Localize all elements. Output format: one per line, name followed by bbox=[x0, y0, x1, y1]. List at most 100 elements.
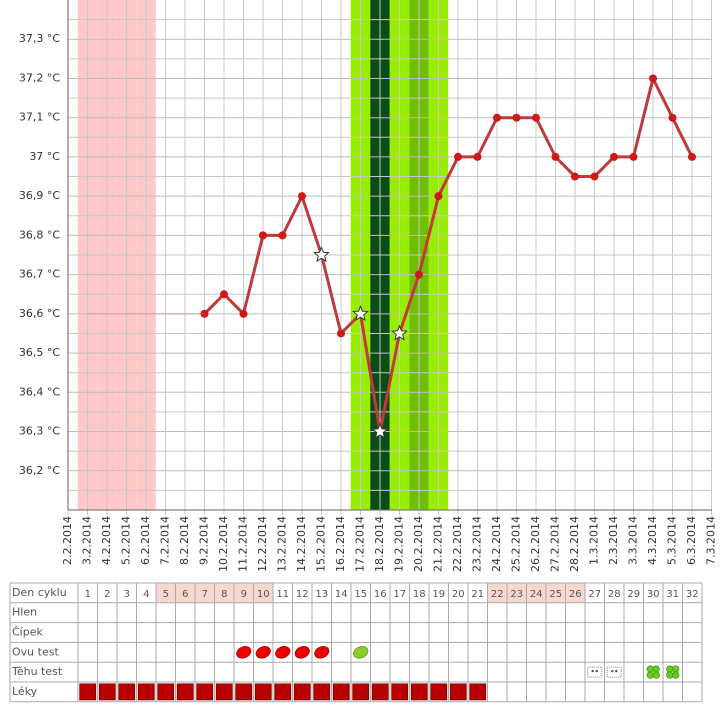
day-number: 22 bbox=[491, 589, 504, 600]
day-number: 29 bbox=[627, 589, 640, 600]
day-number: 13 bbox=[315, 589, 328, 600]
point-marker bbox=[571, 172, 579, 181]
clover-leaf bbox=[666, 671, 674, 679]
day-highlight bbox=[253, 583, 273, 603]
medication-icon bbox=[469, 683, 487, 701]
point-marker bbox=[220, 290, 228, 299]
day-number: 24 bbox=[530, 589, 543, 600]
clover-leaf bbox=[652, 665, 660, 673]
x-tick-label: 7.3.2014 bbox=[705, 516, 718, 565]
test-dot bbox=[615, 669, 618, 673]
y-tick-label: 36,4 °C bbox=[19, 385, 60, 398]
day-number: 19 bbox=[432, 589, 445, 600]
medication-icon bbox=[371, 683, 389, 701]
row-label: Léky bbox=[12, 685, 38, 698]
day-highlight bbox=[526, 583, 546, 603]
x-tick-label: 8.2.2014 bbox=[178, 516, 191, 565]
y-tick-label: 37,3 °C bbox=[19, 32, 60, 45]
medication-icon bbox=[137, 683, 155, 701]
x-tick-label: 2.2.2014 bbox=[61, 516, 74, 565]
day-number: 23 bbox=[510, 589, 523, 600]
medication-icon bbox=[157, 683, 175, 701]
day-highlight bbox=[507, 583, 527, 603]
y-tick-label: 37,1 °C bbox=[19, 111, 60, 124]
point-marker bbox=[493, 113, 501, 122]
point-marker bbox=[415, 270, 423, 279]
row-label: Ovu test bbox=[12, 645, 59, 658]
day-number: 1 bbox=[85, 589, 91, 600]
x-tick-label: 25.2.2014 bbox=[510, 516, 523, 572]
day-number: 28 bbox=[608, 589, 621, 600]
day-number: 17 bbox=[393, 589, 406, 600]
point-marker bbox=[668, 113, 677, 122]
day-number: 5 bbox=[163, 589, 169, 600]
x-tick-label: 5.2.2014 bbox=[120, 516, 133, 565]
y-tick-label: 36,8 °C bbox=[19, 228, 60, 241]
day-highlight bbox=[546, 583, 566, 603]
temperature-line bbox=[203, 74, 694, 432]
x-tick-label: 23.2.2014 bbox=[471, 516, 484, 572]
medication-icon bbox=[293, 683, 311, 701]
day-number: 12 bbox=[296, 589, 309, 600]
day-number: 9 bbox=[241, 589, 247, 600]
point-marker bbox=[434, 192, 443, 201]
x-tick-label: 9.2.2014 bbox=[198, 516, 211, 565]
day-highlight bbox=[565, 583, 585, 603]
clover-leaf bbox=[672, 665, 680, 673]
y-tick-label: 36,3 °C bbox=[19, 425, 60, 438]
day-number: 21 bbox=[471, 589, 484, 600]
point-marker bbox=[590, 172, 599, 181]
ovu-icon bbox=[236, 646, 252, 659]
test-dot bbox=[611, 669, 614, 673]
x-tick-label: 12.2.2014 bbox=[256, 516, 269, 572]
point-marker bbox=[259, 231, 267, 240]
ovu-icon bbox=[314, 646, 330, 659]
point-marker bbox=[278, 231, 287, 240]
day-highlight bbox=[487, 583, 507, 603]
day-highlight bbox=[195, 583, 215, 603]
day-number: 2 bbox=[104, 589, 110, 600]
star-marker bbox=[371, 422, 389, 439]
x-tick-label: 18.2.2014 bbox=[373, 516, 386, 572]
x-tick-label: 19.2.2014 bbox=[393, 516, 406, 572]
x-tick-label: 17.2.2014 bbox=[354, 516, 367, 572]
medication-icon bbox=[176, 683, 194, 701]
test-icon bbox=[587, 666, 603, 678]
clover-leaf bbox=[646, 665, 654, 673]
day-number: 18 bbox=[413, 589, 426, 600]
row-label: Těhu test bbox=[11, 665, 63, 678]
x-tick-label: 10.2.2014 bbox=[217, 516, 230, 572]
star-marker bbox=[313, 246, 330, 263]
x-tick-label: 22.2.2014 bbox=[451, 516, 464, 572]
day-number: 7 bbox=[202, 589, 208, 600]
day-number: 20 bbox=[452, 589, 465, 600]
day-number: 32 bbox=[686, 589, 699, 600]
point-marker bbox=[337, 329, 345, 338]
point-marker bbox=[688, 152, 696, 161]
star-marker bbox=[352, 305, 369, 321]
day-number: 4 bbox=[143, 589, 149, 600]
day-number: 31 bbox=[666, 589, 679, 600]
medication-icon bbox=[391, 683, 409, 701]
point-marker bbox=[454, 152, 462, 161]
y-tick-label: 36,5 °C bbox=[19, 346, 60, 359]
medication-icon bbox=[332, 683, 350, 701]
x-tick-label: 4.2.2014 bbox=[100, 516, 113, 565]
day-number: 25 bbox=[549, 589, 562, 600]
x-tick-label: 6.2.2014 bbox=[139, 516, 152, 565]
x-tick-label: 16.2.2014 bbox=[334, 516, 347, 572]
y-tick-label: 36,6 °C bbox=[19, 307, 60, 320]
x-tick-label: 4.3.2014 bbox=[646, 516, 659, 565]
medication-icon bbox=[235, 683, 253, 701]
y-tick-label: 36,7 °C bbox=[19, 268, 60, 281]
x-tick-label: 7.2.2014 bbox=[159, 516, 172, 565]
x-tick-label: 20.2.2014 bbox=[412, 516, 425, 572]
x-tick-label: 3.2.2014 bbox=[81, 516, 94, 565]
day-number: 27 bbox=[588, 589, 601, 600]
ovu-icon bbox=[275, 646, 291, 659]
medication-icon bbox=[196, 683, 214, 701]
x-tick-label: 6.3.2014 bbox=[685, 516, 698, 565]
x-tick-label: 11.2.2014 bbox=[237, 516, 250, 572]
ovu-icon bbox=[255, 646, 271, 659]
medication-icon bbox=[98, 683, 116, 701]
